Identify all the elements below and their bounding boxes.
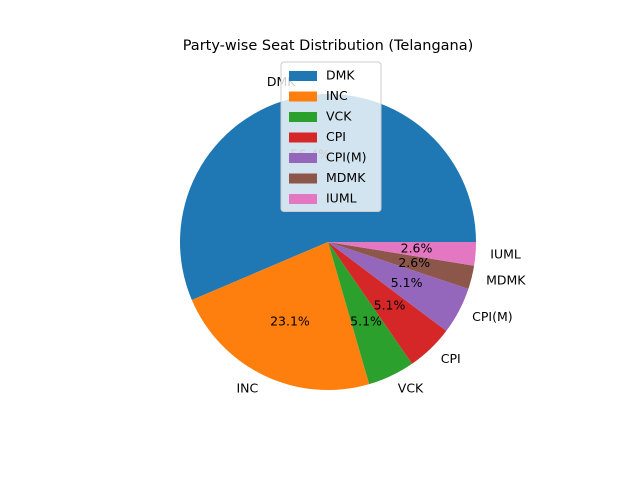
legend-label: INC [326, 88, 348, 103]
percent-label: 5.1% [350, 314, 382, 329]
legend-swatch [289, 132, 317, 143]
legend-swatch [289, 91, 317, 102]
slice-inc [191, 242, 370, 390]
percent-label: 5.1% [391, 275, 423, 290]
slice-label: IUML [490, 247, 521, 262]
legend-label: DMK [326, 68, 355, 83]
legend-label: CPI(M) [326, 150, 367, 165]
legend-swatch [289, 194, 317, 204]
percent-label: 23.1% [270, 314, 310, 329]
legend-label: VCK [326, 109, 352, 124]
legend-swatch [289, 153, 317, 163]
slice-cpi-m [328, 242, 469, 331]
slice-label: VCK [398, 381, 424, 396]
slice-iuml [328, 242, 476, 266]
legend-swatch [289, 112, 317, 122]
percent-label: 2.6% [401, 241, 433, 256]
slice-label: MDMK [486, 272, 526, 287]
chart-title: Party-wise Seat Distribution (Telangana) [183, 38, 474, 54]
slice-mdmk [328, 242, 475, 289]
legend-label: MDMK [326, 170, 366, 185]
legend: DMK INC VCK CPI CPI(M) MDMK IUML [280, 61, 382, 212]
slice-label: INC [236, 381, 258, 396]
percent-label: 2.6% [398, 255, 430, 270]
legend-swatch [289, 173, 317, 184]
legend-label: CPI [326, 129, 346, 144]
slice-label: CPI(M) [472, 309, 512, 324]
legend-label: IUML [326, 191, 357, 206]
slice-label: CPI [441, 351, 461, 366]
legend-swatch [289, 71, 317, 81]
percent-label: 5.1% [374, 298, 406, 313]
slice-vck [328, 242, 413, 385]
slice-cpi [328, 242, 447, 364]
